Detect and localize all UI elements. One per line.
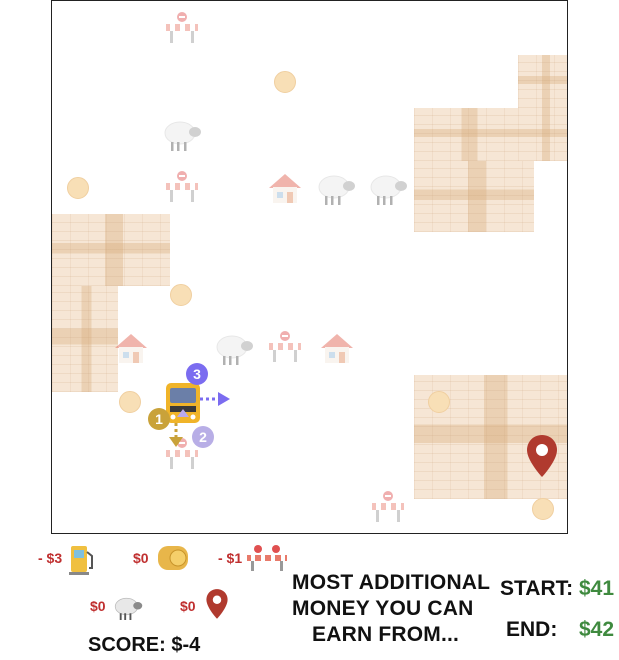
road-barrier-icon	[166, 171, 198, 202]
sheep-icon	[164, 121, 201, 151]
house-icon	[115, 334, 147, 363]
coin	[67, 177, 89, 199]
move-3-badge[interactable]: 3	[186, 363, 208, 385]
brick-wall	[518, 108, 567, 161]
score-value: $-4	[171, 634, 201, 656]
sheep-icon	[216, 335, 253, 365]
score-label: SCORE:	[88, 634, 166, 656]
start-label: START:	[500, 577, 574, 600]
move-1-badge[interactable]: 1	[148, 408, 170, 430]
barrier-cost-value: - $1	[218, 550, 243, 566]
move-2-badge[interactable]: 2	[192, 426, 214, 448]
road-barrier-icon	[166, 12, 198, 43]
hay-value: $0	[133, 550, 149, 566]
coin	[170, 284, 192, 306]
hay-bale-icon	[158, 546, 188, 570]
road-barrier-icon	[269, 331, 301, 362]
brick-wall	[414, 108, 520, 161]
end-value: $42	[579, 618, 615, 641]
coin	[428, 391, 450, 413]
end-label: END:	[506, 618, 558, 641]
coin	[274, 71, 296, 93]
sheep-value: $0	[90, 598, 106, 614]
bus-icon[interactable]	[146, 361, 236, 451]
brick-wall	[52, 214, 170, 286]
sheep-icon	[318, 175, 355, 205]
sheep-icon	[114, 597, 143, 620]
sheep-icon	[370, 175, 407, 205]
game-board: 3 1 2	[51, 0, 568, 534]
brick-wall	[518, 55, 567, 108]
coin	[532, 498, 554, 520]
question-line-3: EARN FROM...	[312, 623, 460, 646]
house-icon	[321, 334, 353, 363]
brick-wall	[52, 286, 118, 392]
question-line-1: MOST ADDITIONAL	[292, 571, 491, 594]
road-barrier-icon	[372, 491, 404, 522]
house-icon	[269, 174, 301, 203]
location-pin-icon	[527, 435, 557, 477]
fuel-pump-icon	[69, 546, 93, 575]
question-line-2: MONEY YOU CAN	[292, 597, 474, 620]
location-pin-icon	[206, 589, 228, 619]
brick-wall	[414, 161, 534, 232]
fuel-cost-value: - $3	[38, 550, 63, 566]
road-barrier-icon	[247, 545, 287, 571]
pin-value: $0	[180, 598, 196, 614]
coin	[119, 391, 141, 413]
score-display: SCORE: $-4	[88, 634, 200, 657]
start-value: $41	[579, 577, 615, 600]
